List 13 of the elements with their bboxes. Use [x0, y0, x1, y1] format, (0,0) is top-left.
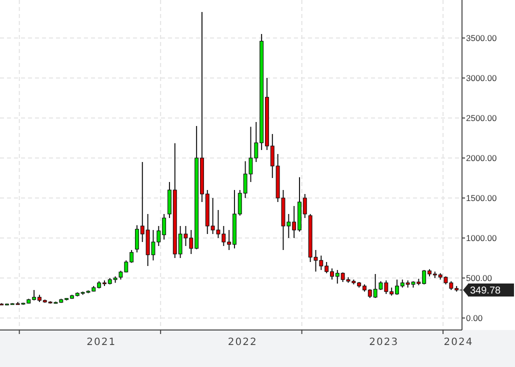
x-tick-label: 2022	[228, 337, 258, 348]
y-tick-label: 2000.00	[466, 152, 497, 163]
x-tick-label: 2024	[444, 337, 474, 348]
y-tick-label: 500.00	[466, 272, 492, 283]
y-tick-label: 3500.00	[466, 32, 497, 43]
y-tick-label: 2500.00	[466, 112, 497, 123]
y-tick-label: 1000.00	[466, 232, 497, 243]
x-tick-label: 2021	[86, 337, 116, 348]
annotation: 349.78	[470, 286, 502, 297]
y-tick-label: 0.00	[466, 312, 483, 323]
y-tick-label: 1500.00	[466, 192, 497, 203]
x-tick-label: 2023	[369, 337, 399, 348]
y-tick-label: 3000.00	[466, 72, 497, 83]
